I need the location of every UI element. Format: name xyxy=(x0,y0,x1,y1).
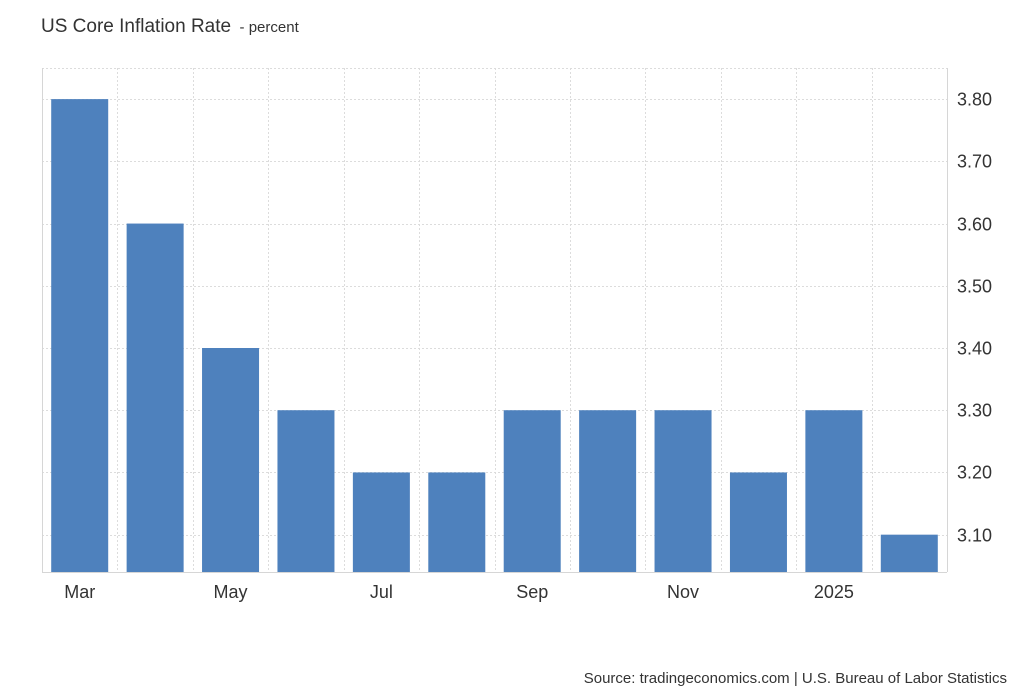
chart-title: US Core Inflation Rate xyxy=(41,16,232,37)
bar-2025 xyxy=(805,410,863,572)
x-tick-label: Sep xyxy=(516,582,548,602)
y-tick-label: 3.10 xyxy=(957,526,992,546)
y-tick-label: 3.30 xyxy=(957,401,992,421)
y-tick-label: 3.80 xyxy=(957,90,992,110)
y-tick-label: 3.50 xyxy=(957,277,992,297)
source-note: Source: tradingeconomics.com | U.S. Bure… xyxy=(583,670,1007,687)
bar-oct xyxy=(579,410,637,572)
x-tick-label: Jul xyxy=(370,582,393,602)
chart-subtitle: - percent xyxy=(239,19,299,36)
bar-dec xyxy=(729,472,787,572)
bar-apr xyxy=(126,223,184,573)
x-tick-label: May xyxy=(214,582,248,602)
bar-aug xyxy=(428,472,486,572)
y-tick-label: 3.40 xyxy=(957,339,992,359)
bar-feb xyxy=(880,534,938,572)
bar-nov xyxy=(654,410,712,572)
y-tick-label: 3.70 xyxy=(957,152,992,172)
x-tick-label: Mar xyxy=(64,582,95,602)
bar-jul xyxy=(352,472,410,572)
x-tick-label: Nov xyxy=(667,582,699,602)
y-tick-label: 3.20 xyxy=(957,463,992,483)
bar-may xyxy=(202,348,260,572)
y-tick-label: 3.60 xyxy=(957,215,992,235)
x-tick-label: 2025 xyxy=(814,582,854,602)
bar-mar xyxy=(51,99,109,572)
chart-title-block: US Core Inflation Rate - percent xyxy=(41,16,299,38)
bar-sep xyxy=(503,410,561,572)
bar-jun xyxy=(277,410,335,572)
